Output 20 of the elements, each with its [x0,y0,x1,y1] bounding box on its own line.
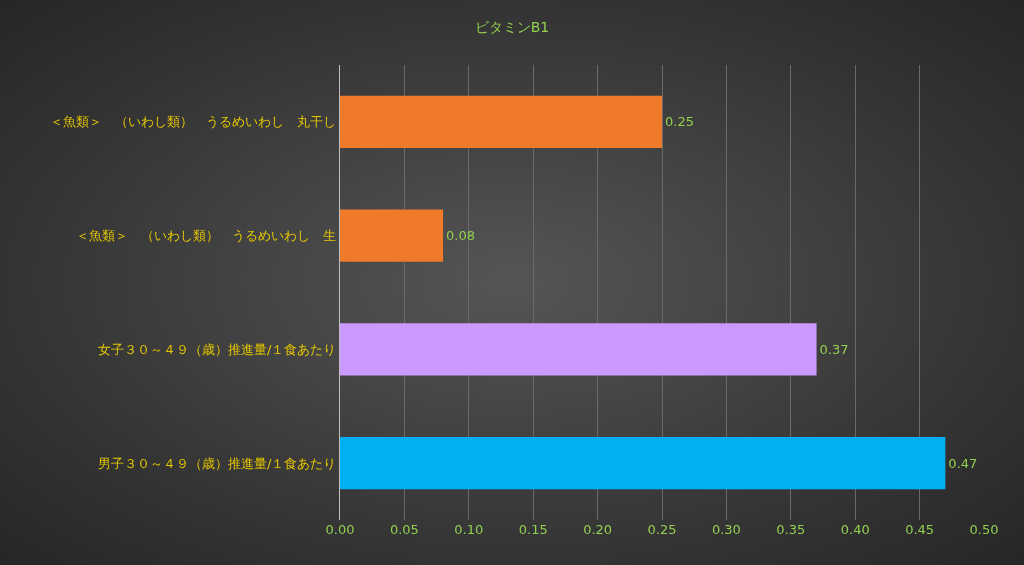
x-tick-label: 0.45 [905,522,935,537]
x-tick-label: 0.35 [776,522,806,537]
data-label: 0.47 [948,455,978,471]
data-label: 0.08 [446,228,475,244]
x-tick-label: 0.00 [325,522,355,537]
y-tick-label: 女子３０～４９（歳）推進量/１食あたり [98,341,337,357]
x-tick-label: 0.30 [711,522,741,537]
x-tick-label: 0.25 [647,522,677,537]
x-tick-label: 0.10 [454,522,484,537]
y-tick-label: 男子３０～４９（歳）推進量/１食あたり [98,455,337,471]
chart-title: ビタミンB1 [474,19,550,36]
x-tick-label: 0.20 [583,522,613,537]
x-tick-label: 0.15 [518,522,548,537]
x-tick-label: 0.50 [969,522,999,537]
y-tick-label: ＜魚類＞ （いわし類） うるめいわし 生 [76,228,337,244]
x-tick-label: 0.05 [389,522,419,537]
x-tick-label: 0.40 [840,522,870,537]
data-label: 0.25 [665,114,694,130]
y-tick-label: ＜魚類＞ （いわし類） うるめいわし 丸干し [50,114,337,130]
data-label: 0.37 [819,341,849,357]
